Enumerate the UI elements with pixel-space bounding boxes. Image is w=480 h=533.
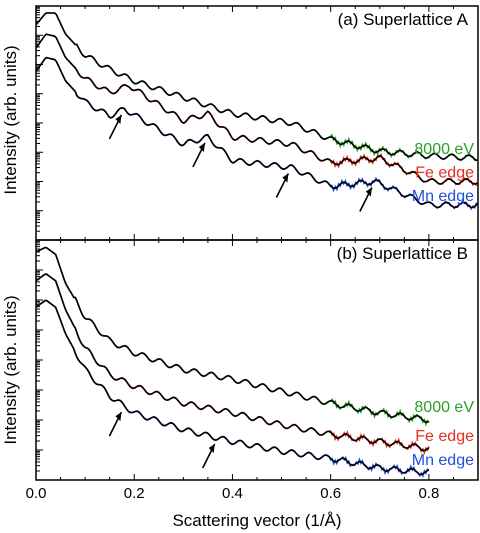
series-label: Fe edge [415, 428, 474, 445]
data-curve-0 [35, 246, 430, 427]
fit-curve-1 [35, 273, 430, 452]
fit-curve-0 [35, 246, 430, 423]
series-label: 8000 eV [414, 399, 474, 416]
x-tick-label: 0.8 [418, 485, 439, 502]
fit-curve-1 [35, 33, 479, 185]
x-tick-label: 0.2 [124, 485, 145, 502]
panel-title: (b) Superlattice B [337, 244, 468, 263]
series-label: 8000 eV [414, 141, 474, 158]
peak-arrowhead [115, 412, 122, 422]
panel-title: (a) Superlattice A [338, 10, 469, 29]
fit-curve-2 [35, 56, 479, 209]
peak-arrowhead [365, 187, 372, 197]
fit-curve-2 [35, 299, 430, 476]
peak-arrowhead [115, 114, 122, 124]
series-label: Mn edge [412, 452, 474, 469]
data-curve-1 [35, 273, 430, 455]
series-label: Mn edge [412, 188, 474, 205]
panel-a: (a) Superlattice A 8000 eV Fe edge Mn edge [35, 5, 479, 241]
x-axis-label: Scattering vector (1/Å) [172, 511, 341, 530]
fit-curve-0 [35, 12, 479, 162]
y-axis-label-top: Intensity (arb. units) [1, 45, 20, 194]
x-tick-label: 0.4 [222, 485, 243, 502]
x-axis-tick-labels: 0.0 0.2 0.4 0.6 0.8 [26, 485, 440, 502]
y-axis-label-bottom: Intensity (arb. units) [1, 295, 20, 444]
peak-arrowhead [198, 143, 205, 153]
series-label: Fe edge [415, 165, 474, 182]
panel-b: (b) Superlattice B 8000 eV Fe edge Mn edge [35, 239, 479, 481]
x-tick-label: 0.6 [320, 485, 341, 502]
peak-arrowhead [208, 444, 215, 453]
data-curve-2 [35, 56, 479, 211]
x-tick-label: 0.0 [26, 485, 47, 502]
peak-arrowhead [282, 173, 289, 183]
